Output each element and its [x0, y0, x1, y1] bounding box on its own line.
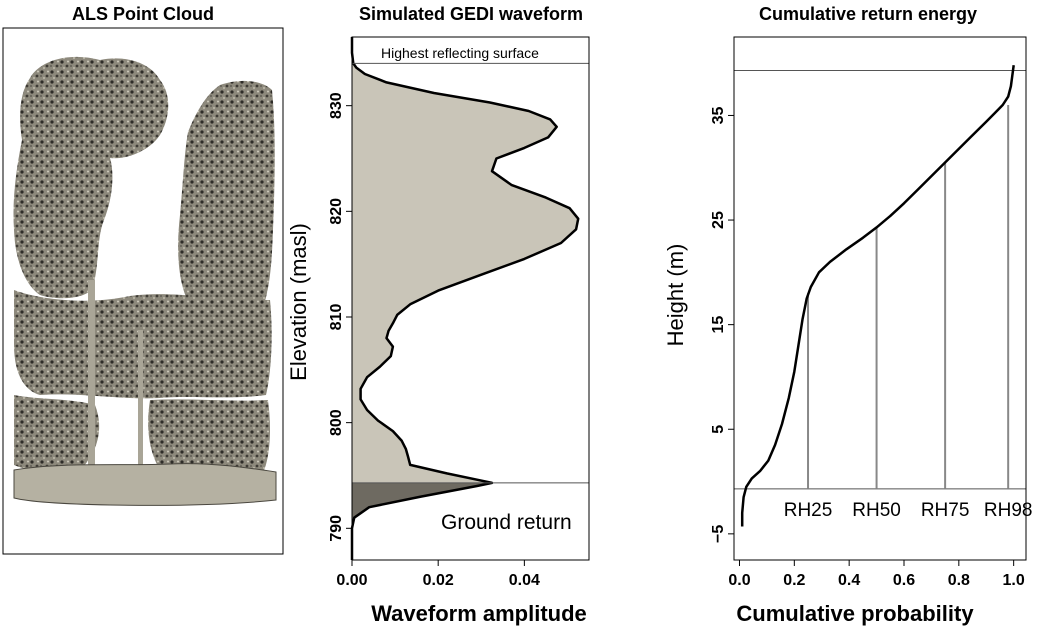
canopy-area — [352, 37, 579, 483]
cumulative-curve — [740, 65, 1015, 527]
waveform-ytick-label: 790 — [328, 515, 345, 542]
highest-surface-label: Highest reflecting surface — [381, 45, 539, 61]
right-crown — [178, 80, 275, 317]
lower-understory — [14, 395, 100, 473]
panel-waveform: Simulated GEDI waveform Highest reflecti… — [286, 4, 590, 626]
left-crown — [13, 56, 169, 299]
waveform-line — [350, 37, 580, 560]
cumulative-x-axis: 0.0 0.2 0.4 0.6 0.8 1.0 — [728, 560, 1025, 589]
als-title: ALS Point Cloud — [72, 4, 214, 24]
lower-right-understory — [148, 399, 270, 477]
cumulative-xtick-label: 0.6 — [893, 572, 915, 589]
waveform-plot — [350, 37, 589, 560]
cumulative-title: Cumulative return energy — [759, 4, 977, 24]
waveform-ytick-label: 830 — [328, 92, 345, 119]
cumulative-xtick-label: 0.0 — [728, 572, 750, 589]
waveform-xtick-label: 0.02 — [423, 572, 454, 589]
rh-marker-label: RH75 — [921, 500, 970, 521]
trunk-2 — [138, 330, 143, 480]
waveform-ytick-label: 810 — [328, 304, 345, 331]
cumulative-ytick-label: −5 — [710, 525, 727, 543]
cumulative-xtick-label: 0.2 — [783, 572, 805, 589]
cumulative-plot: RH25 RH50 RH75 RH98 — [734, 65, 1033, 527]
cumulative-xtick-label: 1.0 — [1003, 572, 1025, 589]
panel-als-point-cloud: ALS Point Cloud — [2, 4, 284, 555]
waveform-ytick-label: 820 — [328, 198, 345, 225]
cumulative-ytick-label: 15 — [710, 316, 727, 334]
rh-marker-label: RH98 — [984, 500, 1033, 521]
cumulative-ytick-label: 35 — [710, 106, 727, 124]
rh-marker-label: RH25 — [784, 500, 833, 521]
point-cloud-image — [13, 56, 277, 506]
waveform-xtick-label: 0.04 — [509, 572, 540, 589]
cumulative-frame — [733, 36, 1027, 561]
waveform-y-axis: 790 800 810 820 830 — [328, 92, 352, 542]
cumulative-xtick-label: 0.8 — [948, 572, 970, 589]
waveform-ylabel: Elevation (masl) — [286, 223, 311, 381]
cumulative-ylabel: Height (m) — [663, 244, 688, 347]
cumulative-xlabel: Cumulative probability — [736, 601, 974, 626]
rh-marker-label: RH50 — [852, 500, 901, 521]
waveform-frame — [351, 36, 590, 561]
waveform-x-axis: 0.00 0.02 0.04 — [336, 560, 540, 589]
ground-return-area — [352, 482, 492, 560]
waveform-xtick-label: 0.00 — [336, 572, 367, 589]
cumulative-ytick-label: 5 — [710, 425, 727, 434]
cumulative-y-axis: −5 5 15 25 35 — [710, 106, 734, 543]
trunk-1 — [88, 280, 95, 480]
waveform-ytick-label: 800 — [328, 409, 345, 436]
cumulative-ytick-label: 25 — [710, 211, 727, 229]
ground-layer — [13, 463, 277, 506]
waveform-title: Simulated GEDI waveform — [359, 4, 583, 24]
ground-return-label: Ground return — [441, 511, 572, 534]
cumulative-xtick-label: 0.4 — [838, 572, 860, 589]
waveform-xlabel: Waveform amplitude — [371, 601, 587, 626]
panel-cumulative: Cumulative return energy RH25 RH50 RH75 RH9… — [663, 4, 1032, 626]
